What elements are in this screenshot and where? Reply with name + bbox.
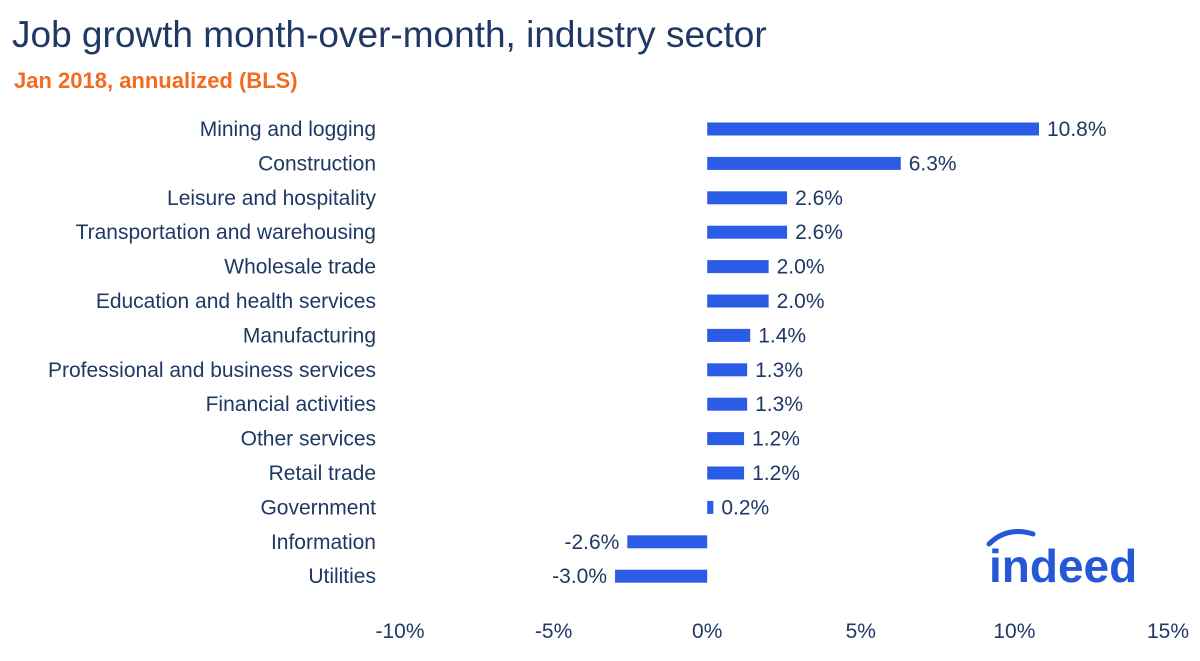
category-label: Information [271, 531, 376, 554]
bar [707, 466, 745, 480]
category-label: Financial activities [206, 393, 376, 416]
x-tick-label: 15% [1147, 620, 1189, 643]
value-label: 2.6% [795, 221, 843, 244]
bar [615, 569, 708, 583]
bar [707, 191, 788, 205]
category-label: Retail trade [269, 462, 376, 485]
bar [707, 156, 901, 170]
value-label: 1.3% [755, 393, 803, 416]
value-label: 6.3% [909, 152, 957, 175]
indeed-logo: indeed [986, 529, 1137, 588]
x-tick-label: -5% [535, 620, 572, 643]
x-tick-label: 10% [993, 620, 1035, 643]
bar [707, 432, 745, 446]
bar [707, 260, 769, 274]
category-label: Construction [258, 152, 376, 175]
value-label: 2.0% [777, 256, 825, 279]
x-tick-label: -10% [375, 620, 424, 643]
bar [707, 294, 769, 308]
value-label: 1.4% [758, 324, 806, 347]
bar [707, 225, 788, 239]
x-tick-label: 0% [692, 620, 722, 643]
value-label: 0.2% [721, 496, 769, 519]
value-label: 1.3% [755, 359, 803, 382]
value-label: -3.0% [552, 565, 607, 588]
category-label: Government [260, 496, 376, 519]
bar [707, 328, 751, 342]
category-label: Mining and logging [200, 118, 376, 141]
category-label: Manufacturing [243, 324, 376, 347]
bar [627, 535, 708, 549]
category-label: Utilities [308, 565, 376, 588]
x-tick-label: 5% [846, 620, 876, 643]
value-label: 10.8% [1047, 118, 1107, 141]
bar [707, 122, 1039, 136]
category-label: Wholesale trade [224, 256, 376, 279]
category-label: Leisure and hospitality [167, 187, 376, 210]
value-label: 2.6% [795, 187, 843, 210]
indeed-logo-arc [986, 529, 1036, 547]
chart-subtitle: Jan 2018, annualized (BLS) [14, 68, 298, 93]
bar [707, 363, 748, 377]
category-label: Professional and business services [48, 359, 376, 382]
value-label: 1.2% [752, 428, 800, 451]
value-label: 2.0% [777, 290, 825, 313]
bar [707, 500, 714, 514]
indeed-logo-text: indeed [989, 540, 1137, 588]
category-label: Other services [241, 428, 376, 451]
value-label: -2.6% [564, 531, 619, 554]
category-label: Education and health services [96, 290, 376, 313]
bar [707, 397, 748, 411]
chart-title: Job growth month-over-month, industry se… [12, 14, 767, 55]
value-label: 1.2% [752, 462, 800, 485]
category-label: Transportation and warehousing [76, 221, 376, 244]
